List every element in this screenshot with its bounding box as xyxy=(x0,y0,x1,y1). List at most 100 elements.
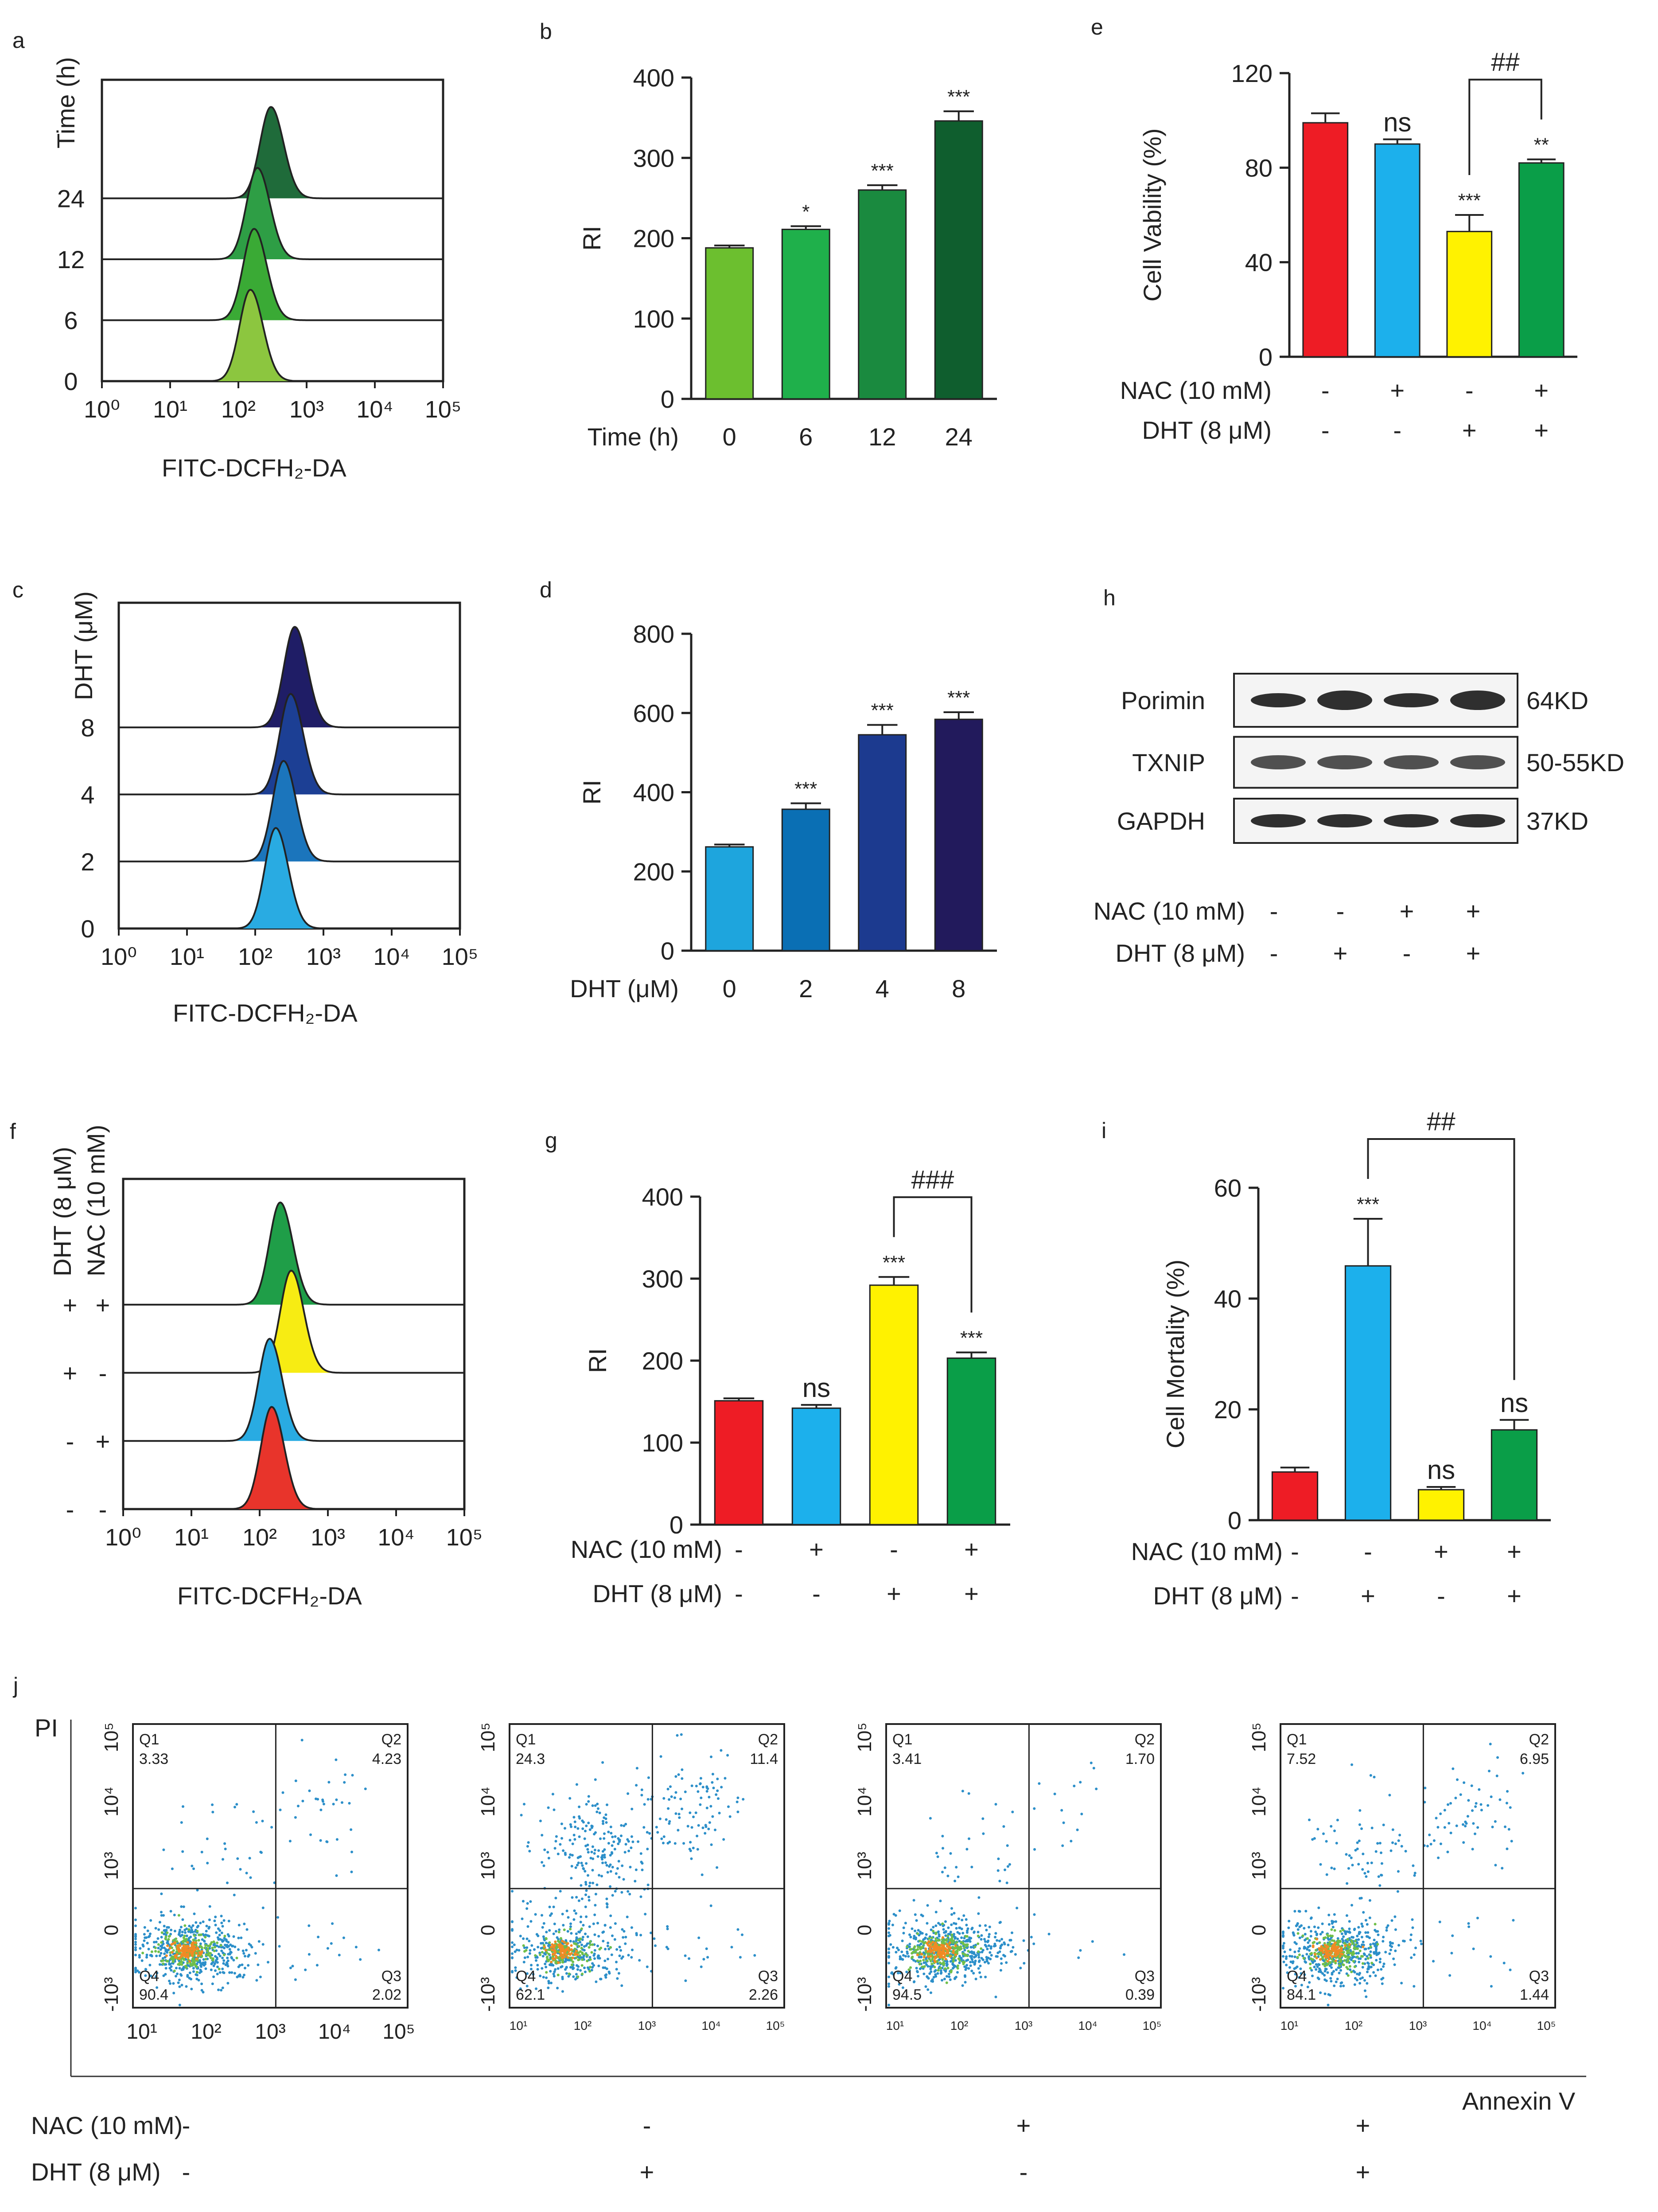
event-dot xyxy=(521,1917,524,1920)
event-dot xyxy=(984,1975,987,1978)
event-dot xyxy=(627,1954,630,1957)
event-dot xyxy=(1033,1913,1036,1916)
event-dot xyxy=(615,1948,619,1951)
event-dot xyxy=(1351,1864,1354,1867)
event-dot xyxy=(1302,1957,1305,1960)
event-dot xyxy=(700,1965,703,1968)
event-dot xyxy=(178,1931,181,1934)
event-dot xyxy=(595,1980,598,1983)
event-dot xyxy=(1330,1928,1333,1931)
event-dot xyxy=(1385,1926,1388,1929)
y-tick-label: 40 xyxy=(1214,1285,1242,1313)
event-dot xyxy=(592,1857,595,1860)
event-dot xyxy=(1353,1970,1356,1974)
event-dot xyxy=(537,1946,540,1949)
event-dot xyxy=(682,1842,685,1845)
event-dot xyxy=(596,1855,599,1858)
event-dot xyxy=(1366,1957,1370,1960)
event-dot xyxy=(1380,1968,1383,1971)
event-dot xyxy=(565,1948,568,1951)
event-dot xyxy=(932,1926,935,1929)
y-tick-label: 200 xyxy=(633,225,674,253)
event-dot xyxy=(335,1798,338,1801)
event-dot xyxy=(606,1903,609,1906)
q3-value: 1.44 xyxy=(1520,1986,1549,2003)
event-dot xyxy=(987,1939,990,1943)
event-dot xyxy=(1348,1854,1351,1857)
event-dot xyxy=(1451,1934,1454,1937)
event-dot xyxy=(519,1935,522,1938)
event-dot xyxy=(902,1931,905,1935)
event-dot xyxy=(1471,1848,1474,1851)
event-dot xyxy=(155,1975,158,1978)
event-dot xyxy=(983,1961,986,1964)
event-dot xyxy=(705,1790,708,1793)
event-dot xyxy=(1286,1971,1289,1974)
event-dot xyxy=(566,1956,569,1959)
event-dot xyxy=(596,1802,599,1806)
event-dot xyxy=(924,1985,927,1988)
event-dot xyxy=(1329,1954,1331,1957)
event-dot xyxy=(1298,1925,1301,1928)
event-dot xyxy=(736,1796,739,1799)
event-dot xyxy=(1373,1775,1376,1779)
event-dot xyxy=(1313,1941,1316,1944)
event-dot xyxy=(1369,1974,1372,1978)
event-dot xyxy=(1356,1947,1359,1950)
event-dot xyxy=(916,1953,919,1956)
event-dot xyxy=(897,1948,900,1951)
event-dot xyxy=(1332,1947,1335,1950)
trace-dht-sign: + xyxy=(63,1291,78,1319)
event-dot xyxy=(1293,1967,1296,1970)
event-dot xyxy=(270,1826,273,1829)
protein-band xyxy=(1450,691,1505,710)
event-dot xyxy=(591,1869,594,1872)
event-dot xyxy=(1374,1947,1378,1950)
event-dot xyxy=(1326,1960,1329,1963)
event-dot xyxy=(606,1871,609,1874)
event-dot xyxy=(701,1826,704,1830)
event-dot xyxy=(624,1935,627,1939)
event-dot xyxy=(573,1838,576,1841)
event-dot xyxy=(1369,1956,1372,1959)
dht-sign: - xyxy=(1437,1582,1445,1610)
event-dot xyxy=(573,1909,576,1912)
event-dot xyxy=(573,1942,576,1945)
event-dot xyxy=(563,1955,566,1958)
dht-sign: - xyxy=(182,2158,191,2186)
event-dot xyxy=(247,1964,250,1967)
event-dot xyxy=(589,1943,592,1946)
event-dot xyxy=(294,1816,297,1819)
event-dot xyxy=(1338,1971,1341,1974)
event-dot xyxy=(557,1931,560,1934)
x-tick-label: 2 xyxy=(799,975,813,1003)
event-dot xyxy=(192,1867,195,1870)
event-dot xyxy=(1331,1955,1334,1958)
event-dot xyxy=(1334,1952,1337,1955)
event-dot xyxy=(1060,1809,1063,1812)
x-tick-label: 24 xyxy=(945,423,973,451)
event-dot xyxy=(168,1947,171,1950)
event-dot xyxy=(565,1972,568,1975)
event-dot xyxy=(529,1920,533,1923)
event-dot xyxy=(162,1974,165,1977)
event-dot xyxy=(149,1919,152,1922)
event-dot xyxy=(930,1936,934,1939)
event-dot xyxy=(180,1984,183,1986)
event-dot xyxy=(577,1958,580,1961)
event-dot xyxy=(589,1857,592,1860)
comparison-bracket xyxy=(1468,78,1542,175)
event-dot xyxy=(549,1970,552,1973)
event-dot xyxy=(569,1927,572,1931)
event-dot xyxy=(962,1914,965,1917)
event-dot xyxy=(218,1971,222,1974)
event-dot xyxy=(241,1963,244,1966)
y-tick-label: 200 xyxy=(633,858,674,886)
event-dot xyxy=(604,1813,607,1816)
event-dot xyxy=(980,1938,983,1941)
event-dot xyxy=(1339,1985,1342,1988)
event-dot xyxy=(605,1821,608,1824)
event-dot xyxy=(913,1935,916,1938)
event-dot xyxy=(586,1942,589,1945)
event-dot xyxy=(973,1951,975,1954)
